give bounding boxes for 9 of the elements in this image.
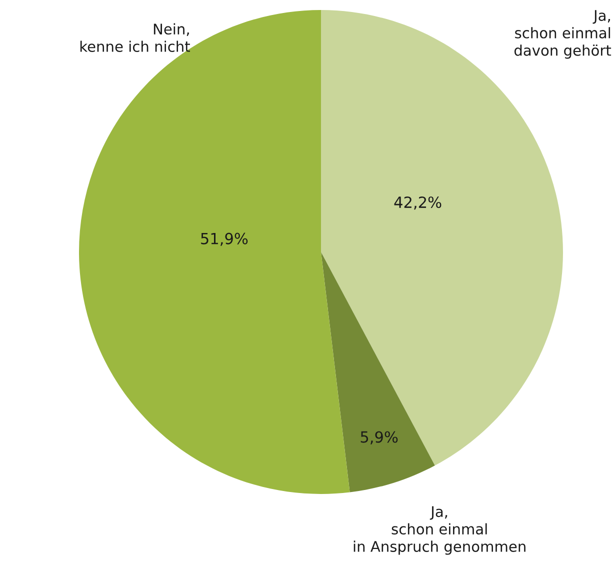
data-label: 5,9% [360,431,398,444]
slice-label: Ja, schon einmal davon gehört [514,10,612,59]
data-label: 51,9% [201,232,248,246]
pie-slice [321,10,563,466]
pie-slice [79,10,350,494]
slice-label: Nein, kenne ich nicht [80,23,190,52]
slice-label: Ja, schon einmal in Anspruch genommen [354,506,526,555]
data-label: 42,2% [394,196,442,210]
pie-slice [321,252,435,492]
